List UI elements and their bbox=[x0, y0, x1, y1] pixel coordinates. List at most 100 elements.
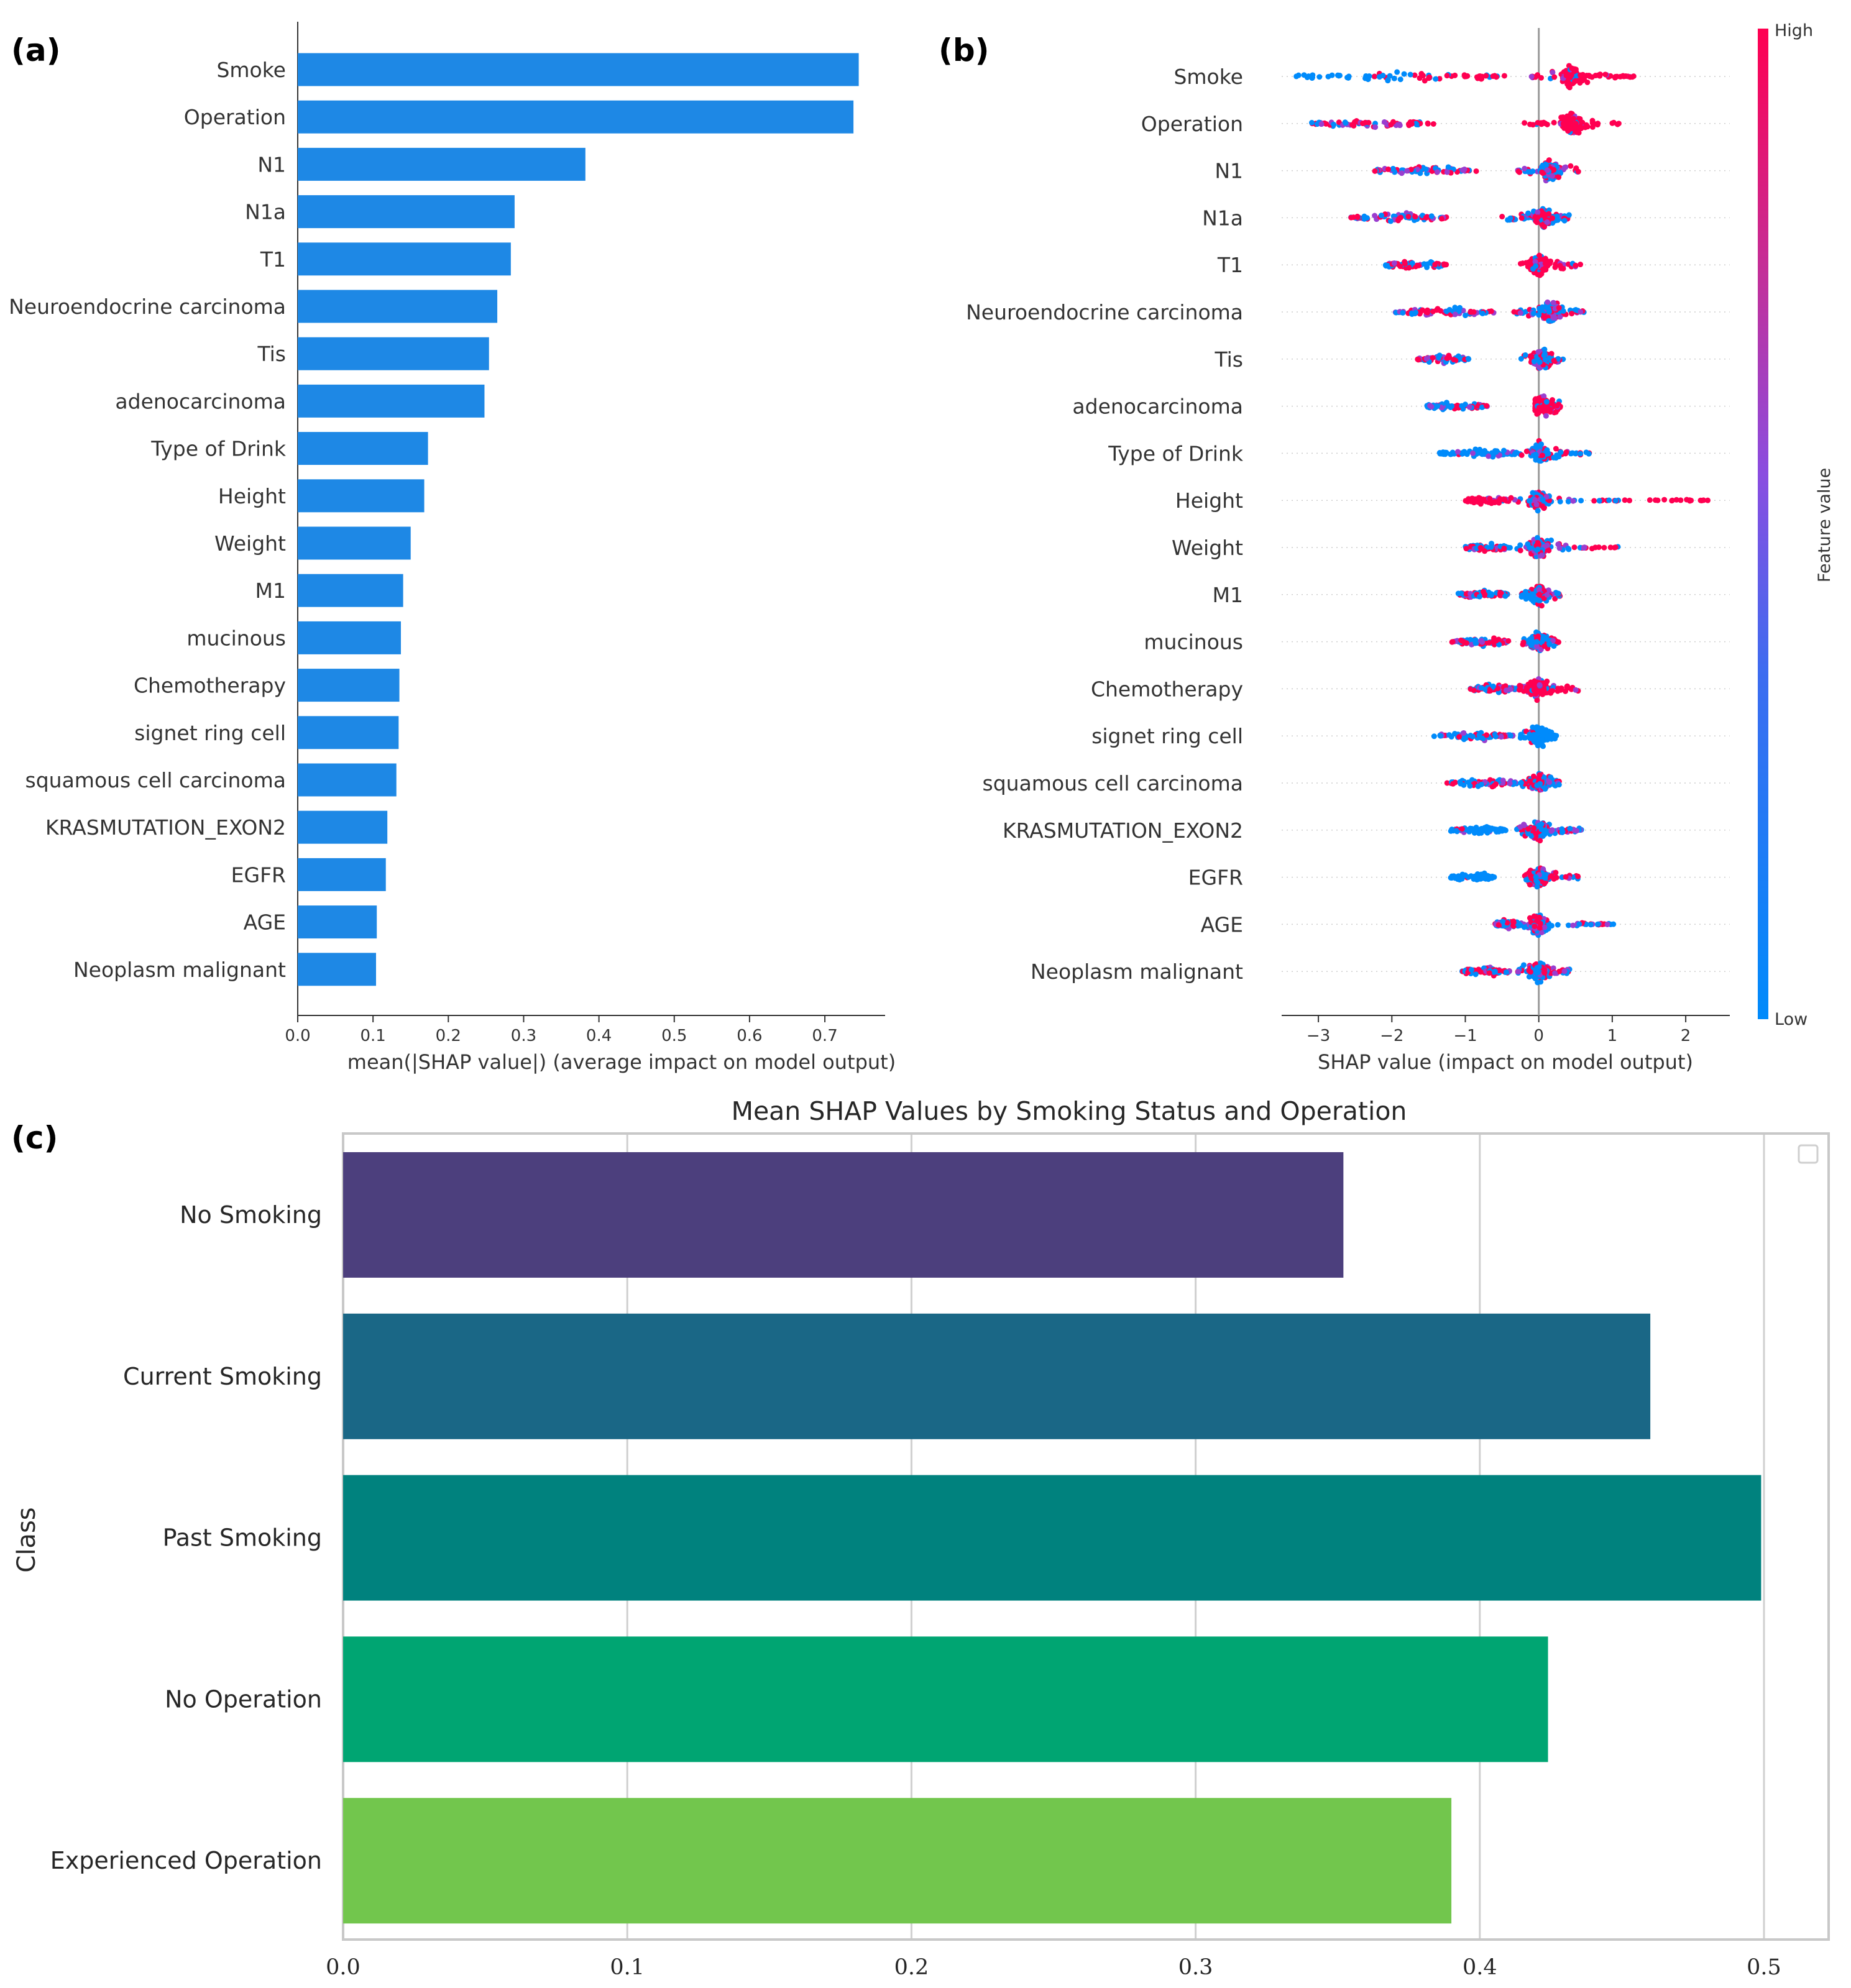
b-point bbox=[1551, 454, 1557, 460]
c-category-label: Experienced Operation bbox=[50, 1847, 322, 1874]
legend-box bbox=[1798, 1144, 1819, 1164]
a-tick-label: 0.3 bbox=[511, 1027, 536, 1045]
b-point bbox=[1570, 498, 1576, 504]
b-category-label: AGE bbox=[1201, 912, 1243, 937]
b-point bbox=[1557, 314, 1563, 320]
b-point bbox=[1518, 593, 1525, 600]
b-point bbox=[1372, 213, 1378, 219]
b-point bbox=[1468, 967, 1474, 973]
b-point bbox=[1550, 70, 1556, 76]
b-point bbox=[1541, 224, 1548, 230]
b-point bbox=[1343, 120, 1349, 126]
b-category-label: Tis bbox=[1214, 347, 1243, 372]
b-point bbox=[1534, 534, 1540, 541]
b-tick-label: −2 bbox=[1380, 1027, 1403, 1045]
b-point bbox=[1378, 213, 1384, 219]
b-point bbox=[1535, 209, 1541, 215]
b-point bbox=[1535, 508, 1541, 514]
b-point bbox=[1522, 120, 1528, 126]
b-point bbox=[1528, 73, 1535, 80]
b-point bbox=[1542, 121, 1548, 127]
b-tick-label: −3 bbox=[1307, 1027, 1330, 1045]
b-point bbox=[1517, 685, 1523, 691]
b-point bbox=[1451, 357, 1457, 363]
c-category-label: No Operation bbox=[165, 1685, 322, 1713]
b-point bbox=[1517, 547, 1523, 554]
a-tick-label: 0.5 bbox=[661, 1027, 687, 1045]
b-point bbox=[1687, 498, 1693, 504]
a-tick-label: 0.2 bbox=[436, 1027, 461, 1045]
c-category-label: No Smoking bbox=[180, 1201, 322, 1229]
b-point bbox=[1551, 119, 1557, 126]
b-point bbox=[1525, 210, 1532, 216]
b-point bbox=[1517, 260, 1523, 267]
b-point bbox=[1546, 779, 1553, 786]
a-bar-5 bbox=[298, 290, 498, 323]
a-category-label: Neuroendocrine carcinoma bbox=[9, 295, 286, 319]
b-category-label: Chemotherapy bbox=[1091, 677, 1243, 701]
a-tick-label: 0.4 bbox=[586, 1027, 612, 1045]
b-point bbox=[1523, 448, 1530, 454]
b-point bbox=[1531, 825, 1537, 831]
b-point bbox=[1526, 869, 1532, 876]
b-point bbox=[1451, 731, 1458, 737]
b-point bbox=[1346, 73, 1352, 80]
b-point bbox=[1565, 546, 1571, 552]
b-point bbox=[1316, 74, 1323, 80]
b-point bbox=[1466, 404, 1472, 410]
b-point bbox=[1476, 830, 1482, 836]
b-point bbox=[1546, 318, 1552, 324]
b-point bbox=[1461, 167, 1467, 173]
b-point bbox=[1318, 121, 1325, 127]
b-point bbox=[1527, 882, 1533, 888]
a-bar-18 bbox=[298, 905, 377, 939]
b-point bbox=[1535, 546, 1541, 552]
b-point bbox=[1563, 72, 1569, 78]
b-point bbox=[1500, 777, 1506, 784]
b-point bbox=[1376, 74, 1382, 80]
b-point bbox=[1505, 638, 1512, 644]
c-bar-3 bbox=[343, 1636, 1548, 1762]
b-point bbox=[1532, 923, 1538, 930]
b-point bbox=[1492, 733, 1499, 740]
b-point bbox=[1365, 76, 1371, 83]
a-bar-13 bbox=[298, 669, 400, 702]
b-point bbox=[1399, 170, 1405, 176]
b-point bbox=[1472, 971, 1479, 978]
b-point bbox=[1563, 449, 1569, 456]
b-point bbox=[1538, 552, 1545, 559]
b-point bbox=[1550, 215, 1556, 221]
b-point bbox=[1540, 503, 1546, 509]
b-point bbox=[1595, 921, 1601, 927]
b-point bbox=[1409, 260, 1415, 266]
b-point bbox=[1525, 168, 1532, 175]
b-point bbox=[1556, 454, 1562, 460]
c-tick-label: 0.1 bbox=[610, 1955, 645, 1980]
b-point bbox=[1531, 359, 1537, 365]
c-tick-label: 0.3 bbox=[1178, 1955, 1213, 1980]
c-tick-label: 0.2 bbox=[894, 1955, 929, 1980]
b-point bbox=[1458, 590, 1464, 597]
b-point bbox=[1525, 826, 1532, 832]
b-point bbox=[1406, 265, 1412, 271]
b-point bbox=[1478, 638, 1484, 644]
b-point bbox=[1415, 357, 1422, 363]
b-point bbox=[1490, 683, 1496, 689]
b-point bbox=[1560, 265, 1566, 272]
c-title: Mean SHAP Values by Smoking Status and O… bbox=[732, 1096, 1407, 1126]
a-category-label: Smoke bbox=[216, 58, 286, 82]
b-point bbox=[1472, 640, 1479, 646]
b-point bbox=[1518, 731, 1524, 738]
b-point bbox=[1544, 167, 1550, 173]
b-point bbox=[1705, 497, 1711, 503]
b-point bbox=[1536, 359, 1543, 365]
b-point bbox=[1415, 262, 1422, 268]
b-point bbox=[1394, 69, 1400, 75]
a-category-label: M1 bbox=[255, 579, 286, 603]
b-point bbox=[1518, 452, 1525, 458]
b-point bbox=[1446, 732, 1453, 738]
b-point bbox=[1532, 687, 1538, 694]
b-point bbox=[1559, 829, 1566, 835]
b-point bbox=[1497, 452, 1503, 459]
b-point bbox=[1620, 73, 1626, 79]
